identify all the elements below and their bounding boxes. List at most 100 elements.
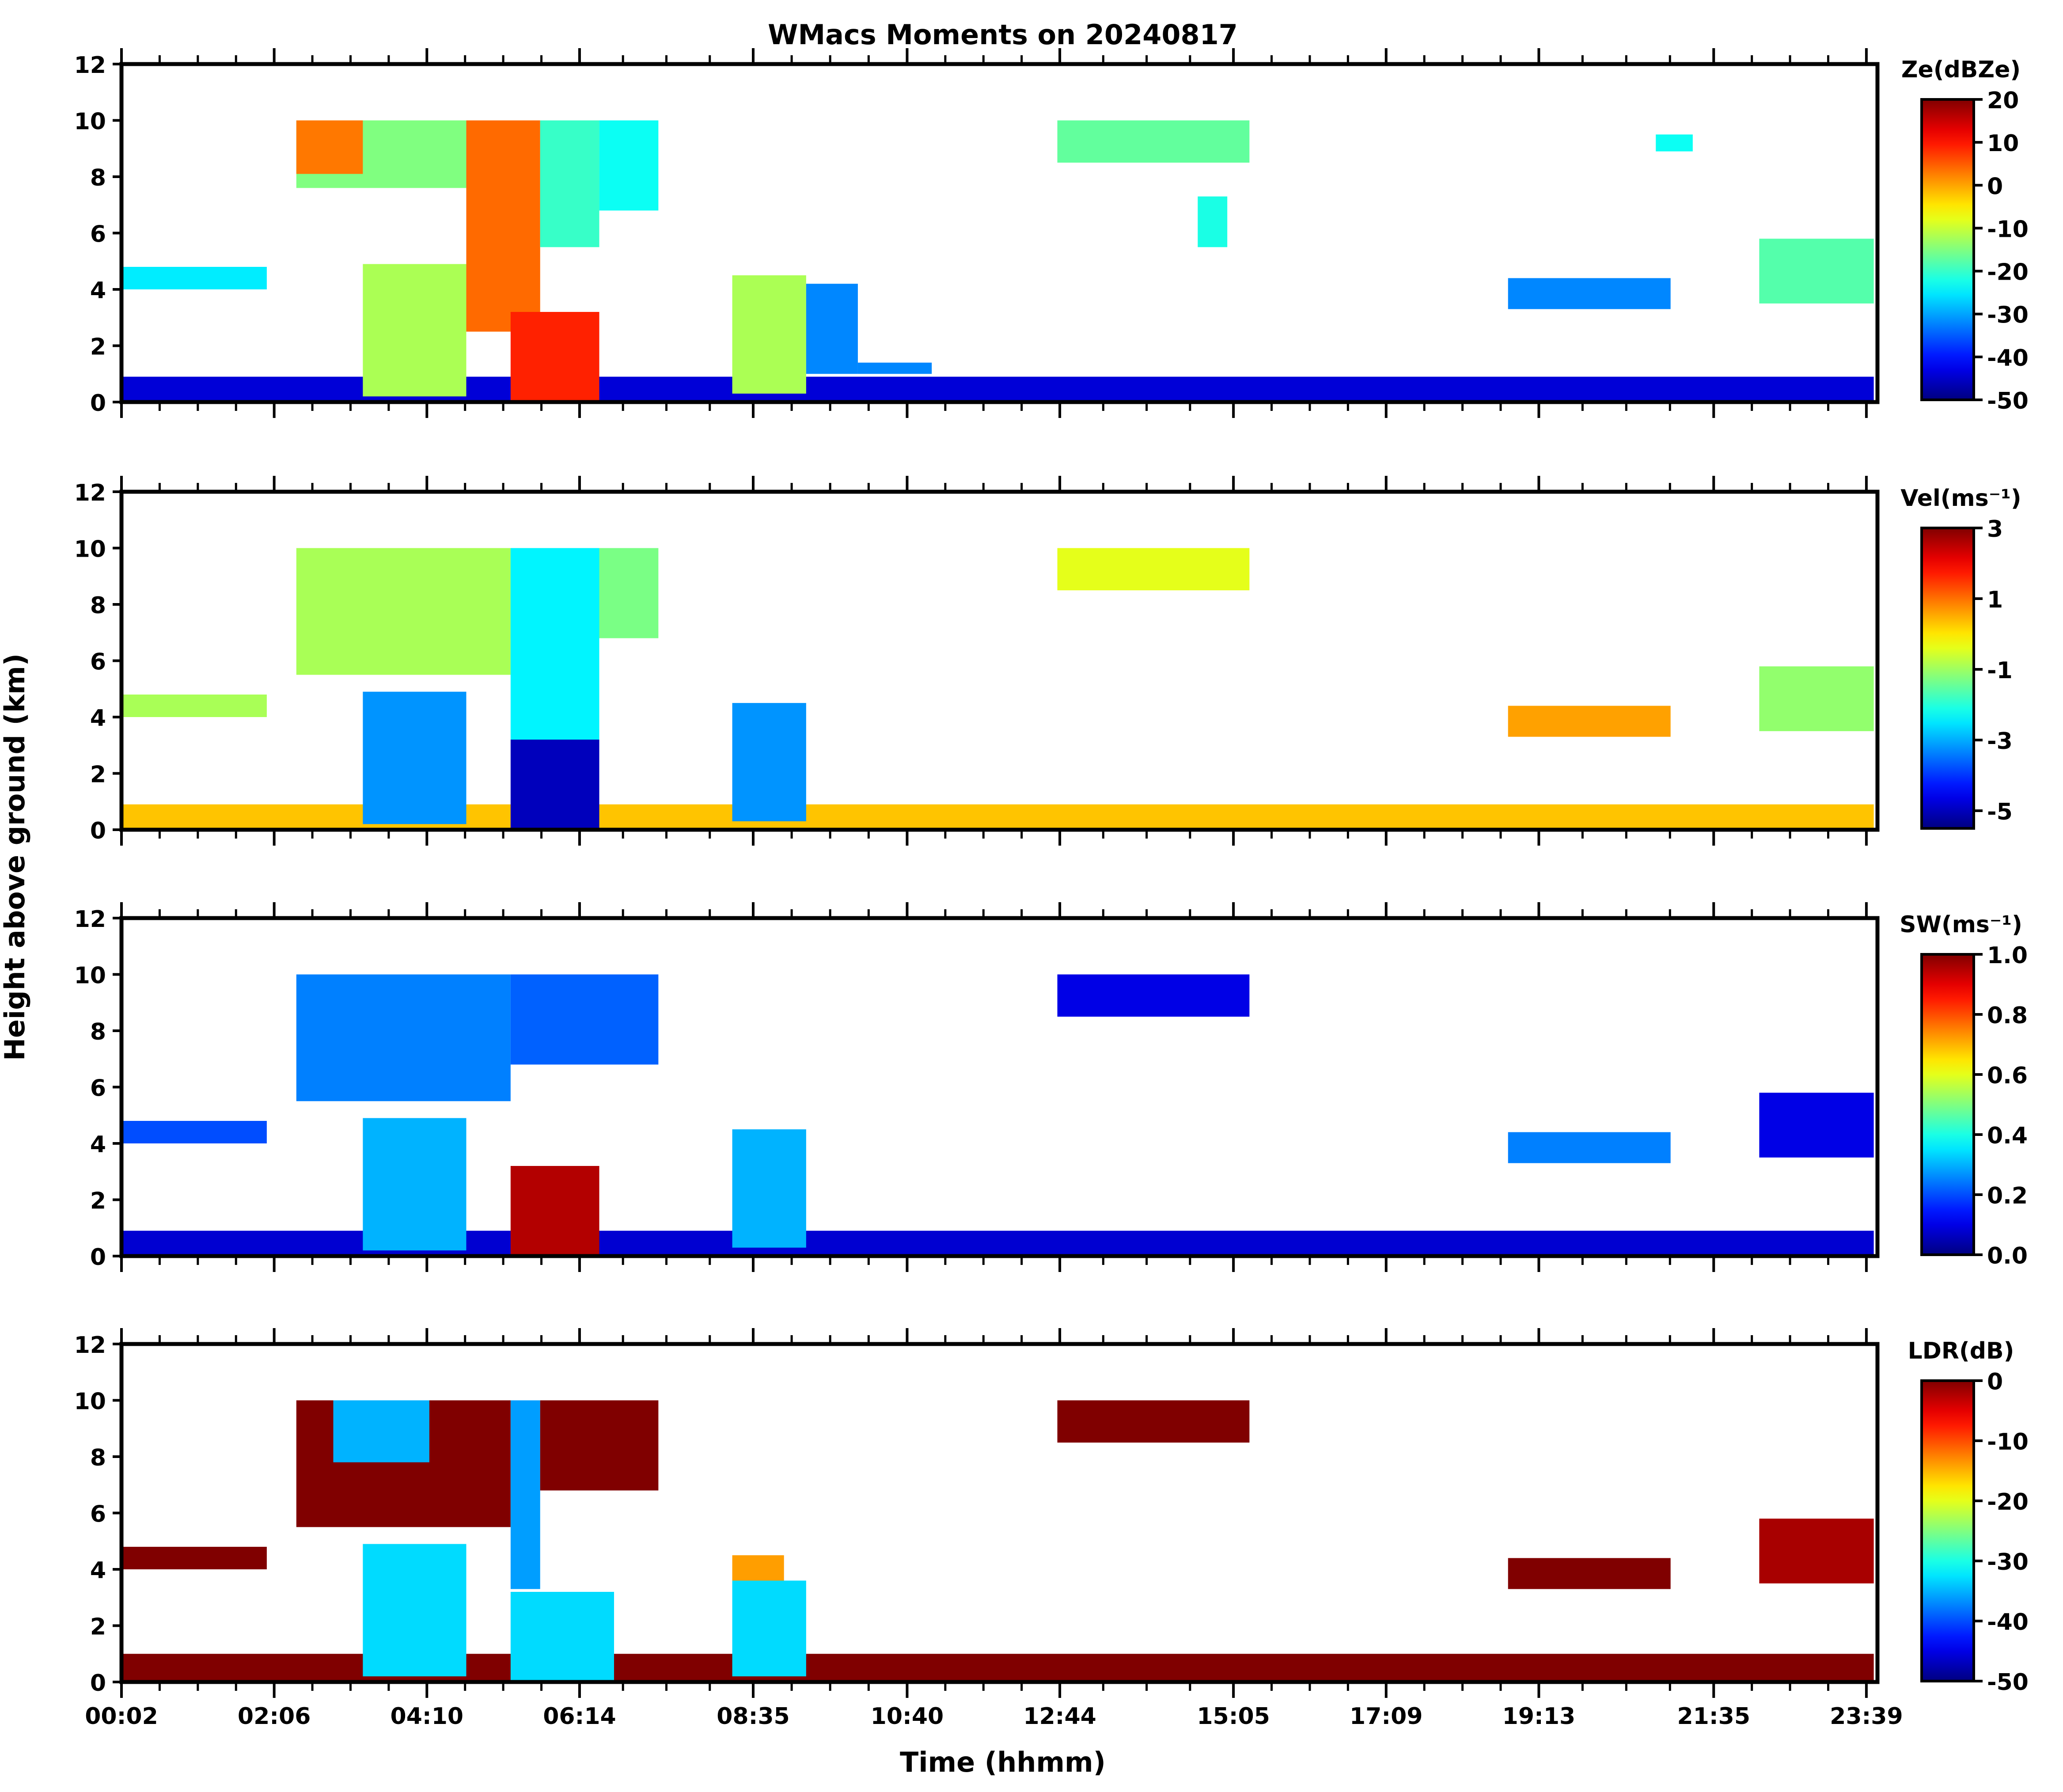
y-tick-label: 8 [90, 1019, 106, 1045]
heatmap-cell [510, 312, 599, 402]
x-tick-label: 10:40 [871, 1703, 944, 1730]
heatmap-cell [122, 267, 267, 289]
x-tick-label: 21:35 [1677, 1703, 1750, 1730]
heatmap-regions [122, 1400, 1874, 1682]
x-tick-label: 06:14 [543, 1703, 616, 1730]
y-tick-label: 6 [90, 221, 106, 248]
colorbar-label: SW(ms⁻¹) [1900, 911, 2022, 938]
y-tick-label: 4 [90, 1557, 106, 1584]
x-tick-label: 17:09 [1350, 1703, 1423, 1730]
y-tick-label: 10 [74, 1389, 106, 1415]
y-tick-label: 0 [90, 390, 106, 417]
x-tick-label: 19:13 [1502, 1703, 1576, 1730]
y-tick-label: 0 [90, 1244, 106, 1271]
y-tick-label: 10 [74, 963, 106, 989]
heatmap-cell [1508, 1132, 1671, 1163]
colorbar-label: LDR(dB) [1908, 1338, 2014, 1364]
heatmap-cell [363, 1544, 466, 1677]
heatmap-cell [732, 703, 806, 821]
y-tick-label: 4 [90, 705, 106, 732]
heatmap-cell [857, 362, 932, 374]
y-tick-label: 4 [90, 1131, 106, 1158]
panel-ze: 0 2 4 6 8 10 12 20 10 0 -10 -20 -30 -40 -50 Ze(dBZe) [74, 48, 2029, 418]
heatmap-cell [510, 548, 599, 740]
heatmap-cell [540, 120, 599, 247]
x-tick-label: 23:39 [1830, 1703, 1903, 1730]
x-tick-label: 02:06 [238, 1703, 311, 1730]
y-tick-label: 4 [90, 277, 106, 304]
panels-group: 02468101220100-10-20-30-40-50Ze(dBZe)024… [74, 48, 2029, 1730]
heatmap-cell [1508, 278, 1671, 309]
y-tick-label: 8 [90, 165, 106, 191]
heatmap-cell [510, 974, 659, 1065]
y-tick-label: 2 [90, 762, 106, 788]
heatmap-cell [1198, 196, 1228, 247]
colorbar-ldr [1920, 1379, 1975, 1682]
colorbar-tick-label: 1.0 [1987, 942, 2028, 969]
heatmap-cell [732, 1555, 784, 1581]
colorbar-tick-label: -10 [1987, 216, 2029, 243]
heatmap-cell [599, 120, 659, 211]
y-tick-label: 12 [74, 1332, 106, 1359]
colorbar-tick-label: 0.8 [1987, 1002, 2028, 1029]
x-tick-label: 15:05 [1197, 1703, 1270, 1730]
heatmap-cell [510, 1166, 599, 1256]
heatmap-cell [1508, 706, 1671, 737]
heatmap-cell [122, 1547, 267, 1569]
y-axis-label: Height above ground (km) [0, 653, 31, 1061]
heatmap-cell [122, 1121, 267, 1143]
x-tick-label: 08:35 [717, 1703, 790, 1730]
colorbar-tick-label: 10 [1987, 130, 2019, 157]
colorbar-label: Ze(dBZe) [1901, 57, 2021, 83]
colorbar-tick-label: -30 [1987, 1549, 2029, 1576]
heatmap-cell [363, 1118, 466, 1251]
y-tick-label: 2 [90, 1614, 106, 1640]
y-tick-label: 12 [74, 480, 106, 506]
heatmap-regions [122, 548, 1874, 830]
colorbar-tick-label: 0 [1987, 173, 2003, 200]
heatmap-cell [466, 120, 540, 332]
colorbar-sw [1920, 953, 1975, 1256]
y-tick-label: 2 [90, 1188, 106, 1215]
heatmap-cell [122, 695, 267, 717]
colorbar-ze [1920, 98, 1975, 401]
y-tick-label: 0 [90, 818, 106, 844]
panel-vel: 0 2 4 6 8 10 12 3 1 -1 -3 -5 Vel(ms⁻¹) [74, 476, 2021, 846]
x-axis-label: Time (hhmm) [900, 1746, 1106, 1778]
heatmap-cell [296, 548, 511, 675]
heatmap-cell [1759, 239, 1874, 304]
y-tick-label: 10 [74, 109, 106, 135]
colorbar-tick-label: 0 [1987, 1369, 2003, 1395]
y-tick-label: 2 [90, 334, 106, 361]
heatmap-cell [732, 275, 806, 394]
colorbar-vel [1920, 527, 1975, 830]
colorbar-tick-label: -40 [1987, 1609, 2029, 1636]
x-tick-label: 04:10 [391, 1703, 464, 1730]
heatmap-cell [1508, 1558, 1671, 1589]
heatmap-cell [296, 120, 363, 174]
heatmap-cell [1656, 134, 1693, 152]
y-tick-label: 6 [90, 1075, 106, 1102]
figure-title: WMacs Moments on 20240817 [768, 19, 1238, 51]
heatmap-regions [122, 120, 1874, 402]
heatmap-cell [510, 740, 599, 830]
colorbar-tick-label: -10 [1987, 1429, 2029, 1455]
colorbar-tick-label: 20 [1987, 87, 2019, 114]
colorbar-tick-label: 0.6 [1987, 1063, 2028, 1089]
heatmap-cell [806, 284, 858, 374]
colorbar-tick-label: 3 [1987, 516, 2003, 543]
y-tick-label: 6 [90, 1501, 106, 1528]
y-tick-label: 0 [90, 1670, 106, 1697]
y-tick-label: 8 [90, 1445, 106, 1471]
colorbar-label: Vel(ms⁻¹) [1900, 485, 2021, 512]
heatmap-cell [1057, 1400, 1250, 1443]
heatmap-cell [510, 1592, 614, 1682]
x-tick-label: 12:44 [1023, 1703, 1096, 1730]
heatmap-cell [1057, 974, 1250, 1017]
heatmap-cell [732, 1580, 806, 1677]
colorbar-tick-label: -30 [1987, 302, 2029, 329]
heatmap-regions [122, 974, 1874, 1256]
y-tick-label: 12 [74, 906, 106, 933]
colorbar-tick-label: -40 [1987, 345, 2029, 372]
